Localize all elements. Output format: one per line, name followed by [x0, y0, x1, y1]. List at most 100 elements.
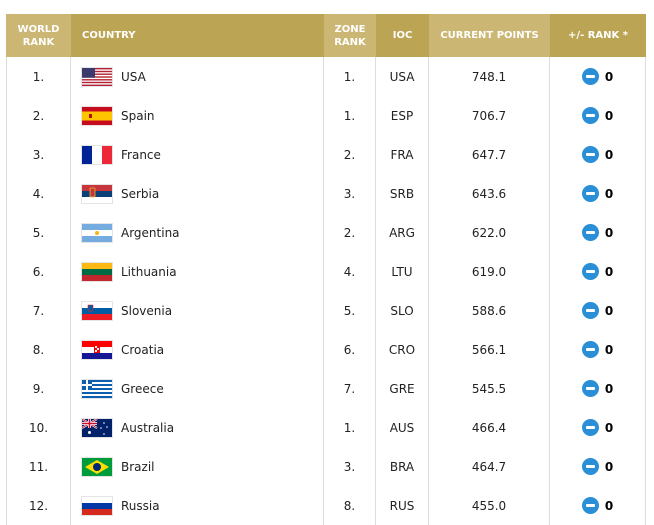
no-change-minus-icon [581, 497, 599, 514]
country-name[interactable]: Greece [121, 381, 164, 396]
rank-change: 0 [550, 486, 646, 525]
rank-change: 0 [550, 57, 646, 96]
table-body: 1. USA 1. USA 748.1 0 2. Spain 1. ESP 70… [6, 57, 646, 525]
country-cell[interactable]: Brazil [71, 447, 324, 486]
header-zone-rank[interactable]: ZONE RANK [324, 14, 376, 57]
country-cell[interactable]: Russia [71, 486, 324, 525]
no-change-minus-icon [581, 224, 599, 241]
country-cell[interactable]: USA [71, 57, 324, 96]
zone-rank: 1. [324, 57, 376, 96]
world-rank: 12. [6, 486, 71, 525]
country-cell[interactable]: Spain [71, 96, 324, 135]
header-current-points[interactable]: CURRENT POINTS [429, 14, 550, 57]
world-rank: 10. [6, 408, 71, 447]
current-points: 647.7 [429, 135, 550, 174]
france-flag-icon [81, 144, 113, 165]
zone-rank: 7. [324, 369, 376, 408]
rank-change-value: 0 [604, 69, 614, 84]
current-points: 706.7 [429, 96, 550, 135]
table-row[interactable]: 5. Argentina 2. ARG 622.0 0 [6, 213, 646, 252]
russia-flag-icon [81, 495, 113, 516]
greece-flag-icon [81, 378, 113, 399]
no-change-minus-icon [581, 146, 599, 163]
country-name[interactable]: Russia [121, 498, 160, 513]
current-points: 619.0 [429, 252, 550, 291]
rank-change-value: 0 [604, 420, 614, 435]
table-row[interactable]: 12. Russia 8. RUS 455.0 0 [6, 486, 646, 525]
ranking-table: WORLD RANK COUNTRY ZONE RANK IOC CURRENT… [6, 14, 646, 525]
rank-change: 0 [550, 330, 646, 369]
country-name[interactable]: USA [121, 69, 146, 84]
country-name[interactable]: Croatia [121, 342, 165, 357]
world-rank: 9. [6, 369, 71, 408]
world-rank: 6. [6, 252, 71, 291]
current-points: 622.0 [429, 213, 550, 252]
header-country[interactable]: COUNTRY [71, 14, 324, 57]
country-cell[interactable]: France [71, 135, 324, 174]
country-cell[interactable]: Serbia [71, 174, 324, 213]
country-name[interactable]: Spain [121, 108, 155, 123]
country-name[interactable]: Slovenia [121, 303, 173, 318]
argentina-flag-icon [81, 222, 113, 243]
table-row[interactable]: 9. Greece 7. GRE 545.5 0 [6, 369, 646, 408]
no-change-minus-icon [581, 419, 599, 436]
header-world-rank[interactable]: WORLD RANK [6, 14, 71, 57]
ioc-code: FRA [376, 135, 429, 174]
header-rank-change[interactable]: +/- RANK * [550, 14, 646, 57]
country-name[interactable]: Argentina [121, 225, 180, 240]
ioc-code: AUS [376, 408, 429, 447]
usa-flag-icon [81, 66, 113, 87]
croatia-flag-icon [81, 339, 113, 360]
table-row[interactable]: 2. Spain 1. ESP 706.7 0 [6, 96, 646, 135]
zone-rank: 1. [324, 408, 376, 447]
zone-rank: 2. [324, 135, 376, 174]
country-name[interactable]: Brazil [121, 459, 155, 474]
table-row[interactable]: 4. Serbia 3. SRB 643.6 0 [6, 174, 646, 213]
no-change-minus-icon [581, 302, 599, 319]
current-points: 748.1 [429, 57, 550, 96]
rank-change-value: 0 [604, 381, 614, 396]
header-ioc[interactable]: IOC [376, 14, 429, 57]
table-row[interactable]: 3. France 2. FRA 647.7 0 [6, 135, 646, 174]
rank-change: 0 [550, 135, 646, 174]
current-points: 464.7 [429, 447, 550, 486]
no-change-minus-icon [581, 380, 599, 397]
ioc-code: SRB [376, 174, 429, 213]
lithuania-flag-icon [81, 261, 113, 282]
table-row[interactable]: 6. Lithuania 4. LTU 619.0 0 [6, 252, 646, 291]
country-cell[interactable]: Argentina [71, 213, 324, 252]
country-name[interactable]: Lithuania [121, 264, 177, 279]
ioc-code: USA [376, 57, 429, 96]
country-cell[interactable]: Croatia [71, 330, 324, 369]
current-points: 545.5 [429, 369, 550, 408]
country-name[interactable]: France [121, 147, 161, 162]
rank-change-value: 0 [604, 147, 614, 162]
country-name[interactable]: Serbia [121, 186, 160, 201]
world-rank: 3. [6, 135, 71, 174]
table-header: WORLD RANK COUNTRY ZONE RANK IOC CURRENT… [6, 14, 646, 57]
world-rank: 11. [6, 447, 71, 486]
zone-rank: 4. [324, 252, 376, 291]
brazil-flag-icon [81, 456, 113, 477]
rank-change-value: 0 [604, 225, 614, 240]
country-cell[interactable]: Australia [71, 408, 324, 447]
table-row[interactable]: 7. Slovenia 5. SLO 588.6 0 [6, 291, 646, 330]
country-name[interactable]: Australia [121, 420, 175, 435]
table-row[interactable]: 10. Australia 1. AUS 466.4 0 [6, 408, 646, 447]
rank-change: 0 [550, 447, 646, 486]
country-cell[interactable]: Slovenia [71, 291, 324, 330]
table-row[interactable]: 1. USA 1. USA 748.1 0 [6, 57, 646, 96]
table-row[interactable]: 11. Brazil 3. BRA 464.7 0 [6, 447, 646, 486]
zone-rank: 2. [324, 213, 376, 252]
ioc-code: GRE [376, 369, 429, 408]
rank-change-value: 0 [604, 264, 614, 279]
country-cell[interactable]: Lithuania [71, 252, 324, 291]
rank-change-value: 0 [604, 108, 614, 123]
serbia-flag-icon [81, 183, 113, 204]
australia-flag-icon [81, 417, 113, 438]
rank-change: 0 [550, 174, 646, 213]
world-rank: 8. [6, 330, 71, 369]
world-rank: 7. [6, 291, 71, 330]
country-cell[interactable]: Greece [71, 369, 324, 408]
table-row[interactable]: 8. Croatia 6. CRO 566.1 0 [6, 330, 646, 369]
